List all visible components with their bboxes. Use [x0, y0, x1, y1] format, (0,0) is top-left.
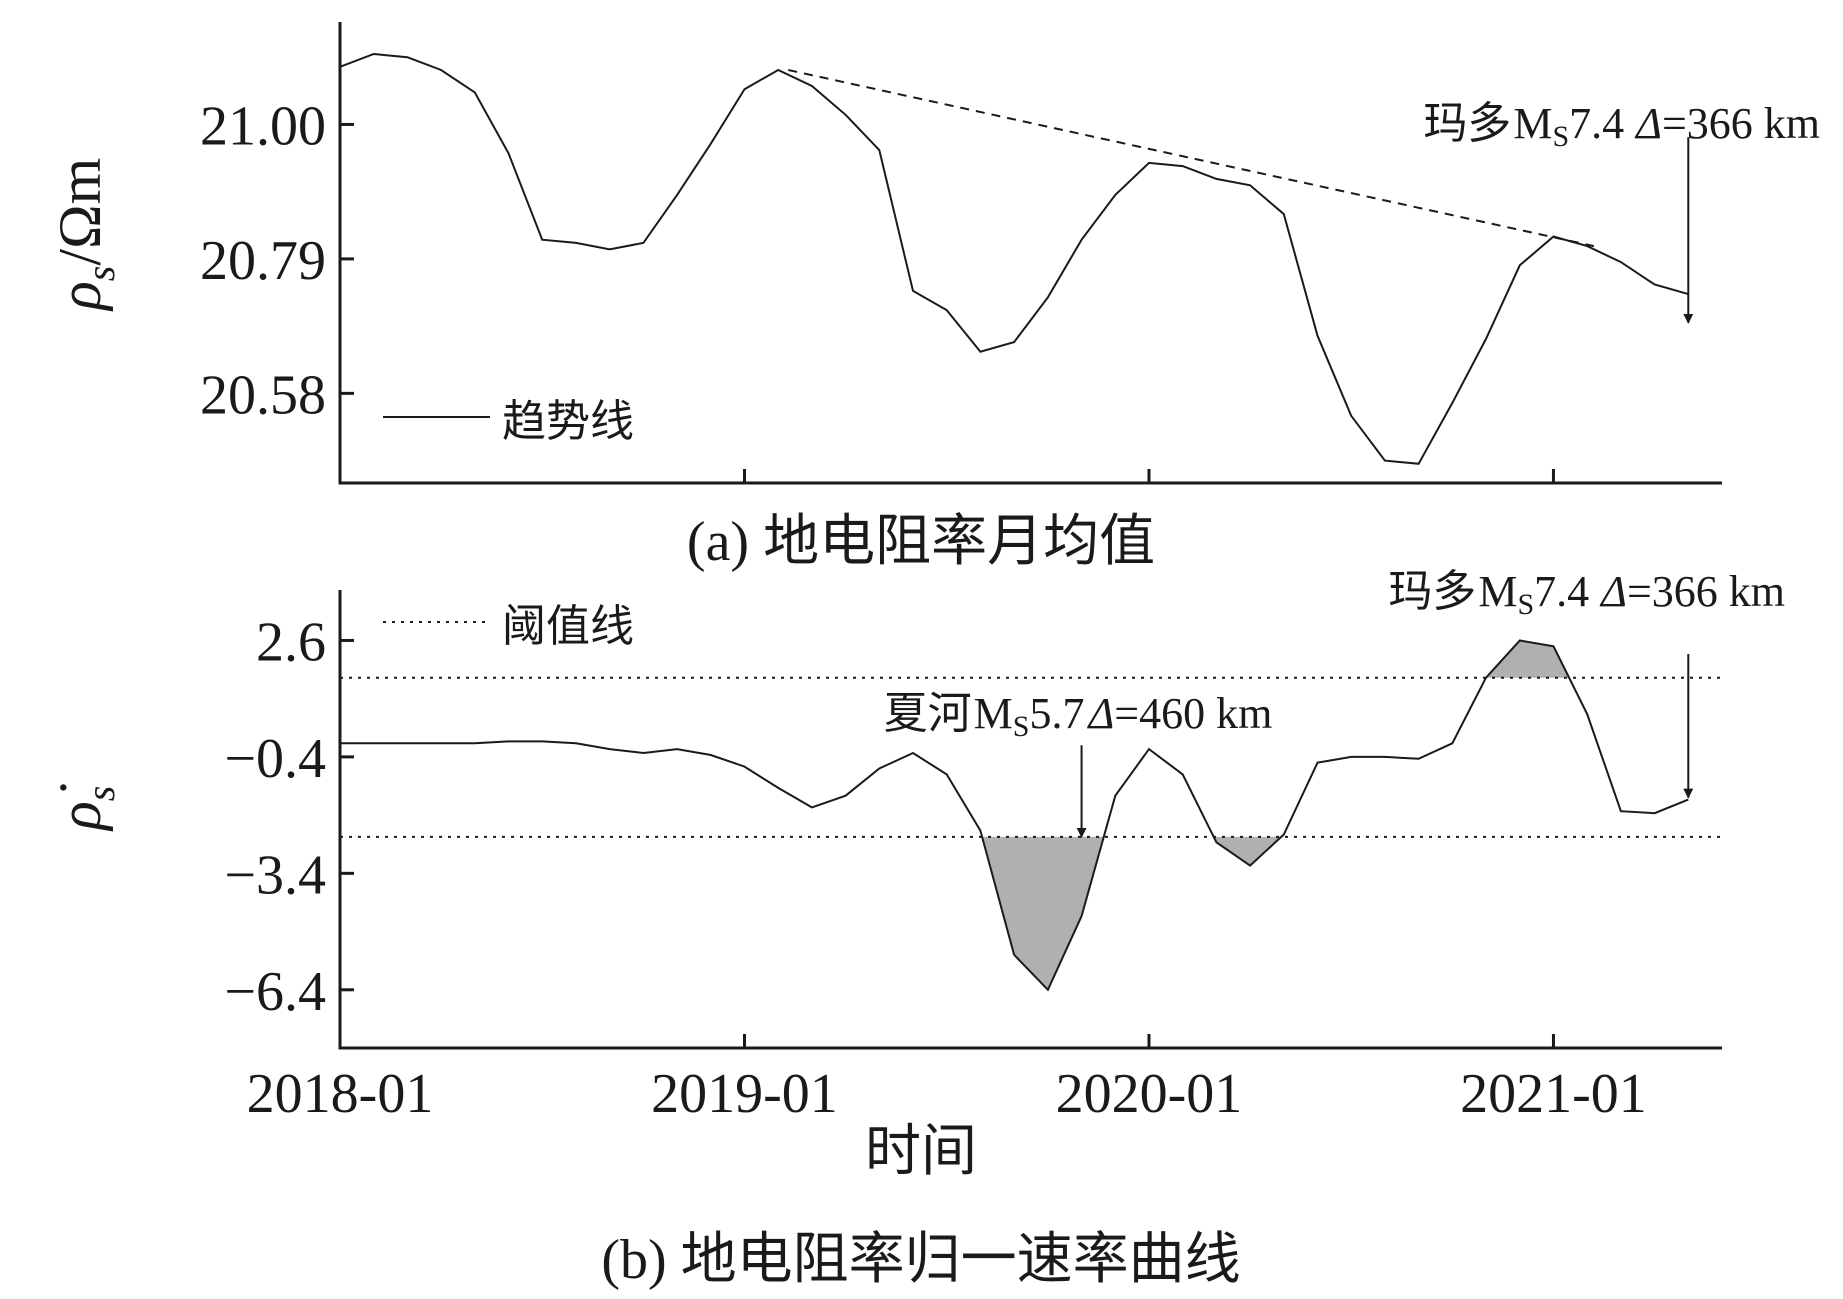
annotation-maduo-b-delta-value: =366 km [1627, 567, 1785, 616]
panel-b-annotation-maduo: 玛多MS7.4 Δ=366 km [1388, 567, 1785, 799]
svg-text:ρs/Ωm: ρs/Ωm [47, 158, 123, 312]
annotation-maduo-event: 玛多 [1423, 99, 1511, 148]
panel-b-series-line [340, 639, 1689, 992]
annotation-xiahe-label: 夏河MS5.7Δ=460 km [884, 689, 1273, 743]
panel-b-xtick-label: 2018-01 [247, 1063, 434, 1125]
panel-a-ytick-label: 20.58 [200, 364, 326, 426]
svg-text:ρ̇s: ρ̇s [47, 784, 123, 832]
annotation-maduo-b-mag-prefix: M [1478, 567, 1517, 616]
panel-b-caption: (b) 地电阻率归一速率曲线 [601, 1229, 1240, 1291]
panel-a-ytick-label: 20.79 [200, 230, 326, 292]
annotation-xiahe-mag-value: 5.7 [1029, 689, 1084, 738]
panel-b-y-ticks: −6.4 −3.4 −0.4 2.6 [224, 611, 354, 1023]
panel-a-caption: (a) 地电阻率月均值 [687, 511, 1155, 573]
panel-b-y-axis-label: ρ̇s [47, 784, 123, 832]
annotation-xiahe-event: 夏河 [884, 689, 972, 738]
annotation-xiahe-delta-value: =460 km [1114, 689, 1272, 738]
legend-trend-label: 趋势线 [502, 397, 634, 446]
panel-a-x-ticks [338, 469, 1555, 483]
panel-a-y-ticks: 20.58 20.79 21.00 [200, 95, 354, 426]
panel-a-ylabel-unit: /Ωm [47, 158, 113, 266]
legend-threshold-label: 阈值线 [502, 602, 634, 651]
panel-a-annotation-maduo: 玛多MS7.4 Δ=366 km [1423, 99, 1820, 324]
panel-a-y-axis-label: ρs/Ωm [47, 158, 123, 312]
annotation-maduo-delta-value: =366 km [1662, 99, 1820, 148]
panel-b-ytick-label: −6.4 [224, 961, 326, 1023]
annotation-maduo-delta-symbol: Δ [1634, 99, 1662, 148]
panel-b-legend: 阈值线 [383, 602, 634, 651]
panel-b-ytick-label: 2.6 [256, 611, 326, 673]
panel-b-anomaly-region [1213, 836, 1282, 866]
panel-a-series-line [339, 52, 1689, 465]
panel-b-annotation-xiahe: 夏河MS5.7Δ=460 km [884, 689, 1273, 838]
annotation-maduo-label: 玛多MS7.4 Δ=366 km [1423, 99, 1820, 153]
panel-b-ylabel-sub: s [78, 786, 123, 802]
annotation-maduo-b-mag-value: 7.4 [1534, 567, 1589, 616]
panel-a-legend: 趋势线 [383, 397, 634, 446]
panel-a-ylabel-symbol: ρ [47, 281, 113, 312]
panel-b-anomaly-region [982, 836, 1104, 990]
panel-a-ylabel-sub: s [78, 266, 123, 282]
panel-b-x-ticks: 2018-01 2019-01 2020-01 2021-01 [247, 1034, 1647, 1125]
annotation-maduo-mag-prefix: M [1513, 99, 1552, 148]
annotation-xiahe-mag-sub: S [1013, 710, 1030, 743]
panel-a-ytick-label: 21.00 [200, 95, 326, 157]
annotation-xiahe-mag-prefix: M [974, 689, 1013, 738]
panel-b-xtick-label: 2021-01 [1460, 1063, 1647, 1125]
annotation-maduo-mag-value: 7.4 [1569, 99, 1624, 148]
panel-a-resistivity-monthly: ρs/Ωm 20.58 20.79 21.00 趋势线 玛多MS7.4 Δ=366 k… [47, 22, 1820, 573]
panel-b-xtick-label: 2019-01 [651, 1063, 838, 1125]
panel-a-trend-line [788, 69, 1595, 248]
panel-b-anomaly-shading [982, 640, 1570, 990]
panel-b-xtick-label: 2020-01 [1056, 1063, 1243, 1125]
panel-b-ytick-label: −0.4 [224, 728, 326, 790]
panel-b-ytick-label: −3.4 [224, 844, 326, 906]
annotation-maduo-mag-sub: S [1552, 120, 1569, 153]
panel-b-normalized-rate: ρ̇s −6.4 −3.4 −0.4 2.6 2018-01 2019-01 2020-0… [47, 567, 1785, 1291]
panel-a-axes [338, 22, 1722, 485]
annotation-maduo-b-event: 玛多 [1388, 567, 1476, 616]
panel-b-x-axis-label: 时间 [865, 1121, 977, 1183]
annotation-maduo-b-delta-symbol: Δ [1599, 567, 1627, 616]
annotation-maduo-b-mag-sub: S [1517, 588, 1534, 621]
annotation-maduo-b-label: 玛多MS7.4 Δ=366 km [1388, 567, 1785, 621]
panel-b-anomaly-region [1486, 640, 1570, 678]
annotation-xiahe-delta-symbol: Δ [1086, 689, 1114, 738]
